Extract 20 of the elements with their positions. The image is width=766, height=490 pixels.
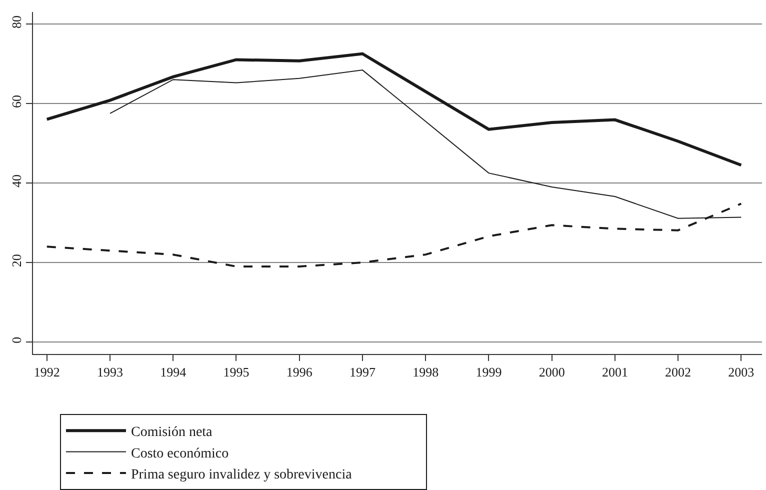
x-tick-label: 1992 — [34, 364, 60, 380]
x-tick-label: 1996 — [286, 364, 313, 380]
x-tick-label: 2002 — [665, 364, 692, 380]
x-tick-label: 1998 — [412, 364, 439, 380]
x-tick-label: 1993 — [97, 364, 123, 380]
y-tick-label: 60 — [8, 95, 24, 108]
y-tick-label: 80 — [8, 15, 24, 28]
legend-label: Comisión neta — [130, 425, 214, 440]
x-tick-label: 1997 — [349, 364, 376, 380]
x-tick-label: 1995 — [223, 364, 250, 380]
y-tick-label: 40 — [8, 174, 24, 188]
x-tick-label: 2000 — [538, 364, 565, 380]
y-tick-label: 20 — [8, 254, 24, 268]
x-tick-label: 1994 — [160, 364, 187, 380]
x-tick-label: 1999 — [476, 364, 502, 380]
y-tick-label: 0 — [8, 336, 24, 344]
x-tick-label: 2001 — [602, 364, 628, 380]
legend-label: Costo económico — [130, 446, 229, 462]
legend-label: Prima seguro invalidez y sobrevivencia — [130, 467, 353, 482]
x-tick-label: 2003 — [728, 364, 754, 380]
